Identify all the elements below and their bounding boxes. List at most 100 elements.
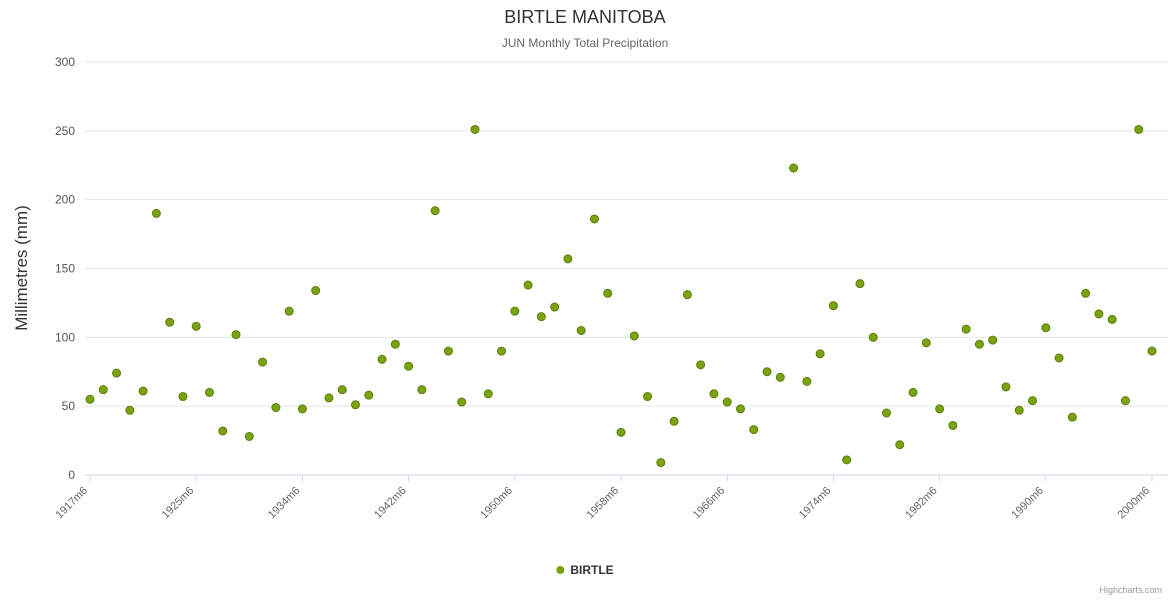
data-point[interactable] [682,290,692,300]
x-axis-label: 1974m6 [797,485,834,522]
data-point[interactable] [218,426,228,436]
data-point[interactable] [390,339,400,349]
data-point[interactable] [231,330,241,340]
data-point[interactable] [961,324,971,334]
data-point[interactable] [589,214,599,224]
data-point[interactable] [669,416,679,426]
y-axis-label: 150 [55,262,75,276]
x-axis-label: 1942m6 [372,485,409,522]
highcharts-credits-link[interactable]: Highcharts.com [1099,585,1162,595]
data-point[interactable] [616,427,626,437]
data-point[interactable] [1001,382,1011,392]
legend-marker-icon [556,566,565,574]
data-point[interactable] [98,385,108,395]
data-point[interactable] [1120,396,1130,406]
data-point[interactable] [151,208,161,218]
data-point[interactable] [178,392,188,402]
data-point[interactable] [483,389,493,399]
data-point[interactable] [470,124,480,134]
data-point[interactable] [271,403,281,413]
y-axis-label: 0 [68,468,75,482]
data-point[interactable] [828,301,838,311]
x-axis-label: 1966m6 [691,485,728,522]
data-point[interactable] [417,385,427,395]
y-axis-label: 300 [55,55,75,69]
data-point[interactable] [337,385,347,395]
data-point[interactable] [629,331,639,341]
data-point[interactable] [935,404,945,414]
data-point[interactable] [324,393,334,403]
data-point[interactable] [1134,124,1144,134]
x-axis-label: 1925m6 [160,485,197,522]
data-point[interactable] [351,400,360,410]
data-point[interactable] [523,280,533,290]
data-point[interactable] [550,302,560,312]
data-point[interactable] [988,335,998,345]
data-point[interactable] [762,367,772,377]
data-point[interactable] [974,339,984,349]
data-point[interactable] [882,408,891,418]
x-axis-label: 1934m6 [266,485,303,522]
x-axis-label: 1950m6 [478,485,515,522]
data-point[interactable] [430,206,440,216]
data-point[interactable] [603,288,613,298]
data-point[interactable] [696,360,706,370]
data-point[interactable] [1147,346,1157,356]
data-point[interactable] [576,325,586,335]
data-point[interactable] [138,386,148,396]
data-point[interactable] [908,387,918,397]
data-point[interactable] [443,346,453,356]
x-axis-label: 1958m6 [585,485,622,522]
data-point[interactable] [1067,412,1077,422]
data-point[interactable] [1028,396,1038,406]
data-point[interactable] [364,390,374,400]
data-point[interactable] [656,458,666,468]
data-point[interactable] [1041,323,1051,333]
data-point[interactable] [1014,405,1024,415]
data-point[interactable] [802,376,812,386]
data-point[interactable] [404,361,414,371]
data-point[interactable] [497,346,507,356]
x-axis-label: 2000m6 [1116,485,1153,522]
data-point[interactable] [815,349,825,359]
data-point[interactable] [709,389,719,399]
chart-title: BIRTLE MANITOBA [504,7,666,27]
legend-label: BIRTLE [570,563,614,577]
data-point[interactable] [244,431,254,441]
data-point[interactable] [643,392,653,402]
data-point[interactable] [112,368,122,378]
data-point[interactable] [165,317,175,327]
data-point[interactable] [191,321,201,331]
data-point[interactable] [775,372,785,382]
data-point[interactable] [895,440,905,450]
data-point[interactable] [85,394,95,404]
data-point[interactable] [1054,353,1064,363]
data-point[interactable] [311,286,321,296]
data-point[interactable] [297,404,307,414]
x-axis-label: 1917m6 [54,485,91,522]
data-point[interactable] [563,254,573,264]
data-point[interactable] [377,354,387,364]
data-point[interactable] [749,425,759,435]
data-point[interactable] [457,397,467,407]
data-point[interactable] [536,312,546,322]
data-point[interactable] [284,306,294,316]
data-point[interactable] [921,338,931,348]
data-point[interactable] [722,397,732,407]
data-point[interactable] [1081,288,1091,298]
data-point[interactable] [258,357,268,367]
data-point[interactable] [1094,309,1104,319]
data-point[interactable] [1107,314,1117,324]
data-point[interactable] [789,163,799,173]
data-point[interactable] [855,279,865,289]
y-axis-label: 200 [55,193,75,207]
data-point[interactable] [204,387,214,397]
data-point[interactable] [948,420,958,430]
data-point[interactable] [842,455,852,465]
data-point[interactable] [735,404,745,414]
data-point[interactable] [510,306,520,316]
legend-item-birtle[interactable]: BIRTLE [556,563,614,577]
data-point[interactable] [868,332,878,342]
data-point[interactable] [125,405,135,415]
